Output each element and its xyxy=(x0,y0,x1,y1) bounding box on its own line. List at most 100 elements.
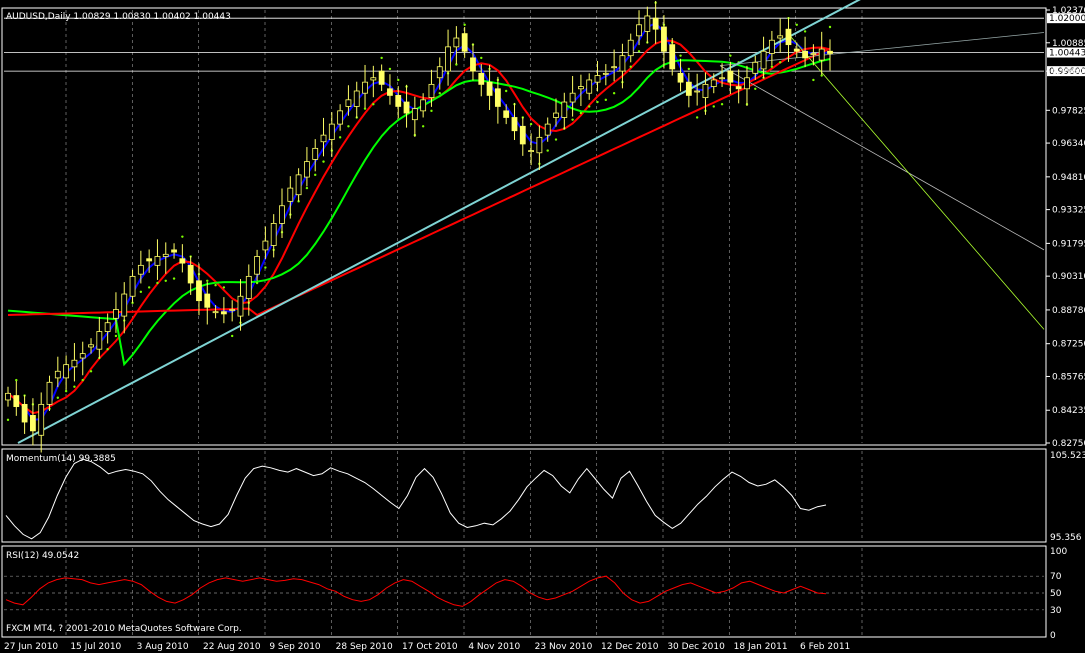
candle-body xyxy=(212,311,219,314)
price-tick-label: 0.85765 xyxy=(1052,372,1085,382)
candle-body xyxy=(611,66,618,69)
symbol-title: AUDUSD,Daily 1.00829 1.00830 1.00402 1.0… xyxy=(6,12,231,22)
psar-dot xyxy=(214,284,217,287)
candle-body xyxy=(370,77,377,81)
candle-body xyxy=(411,108,418,121)
momentum-scale-bottom: 95.356 xyxy=(1050,533,1082,543)
psar-dot xyxy=(687,67,691,71)
candle-body xyxy=(146,258,153,262)
psar-dot xyxy=(164,279,167,282)
candle-body xyxy=(802,50,808,59)
candle-body xyxy=(320,134,327,143)
candle-body xyxy=(503,110,510,118)
price-level-box xyxy=(1047,13,1085,24)
candle-body xyxy=(810,53,817,55)
psar-dot xyxy=(338,136,342,139)
price-tick-label: 0.82750 xyxy=(1052,439,1085,449)
psar-dot xyxy=(64,389,68,393)
candle-body xyxy=(685,81,692,96)
candle-body xyxy=(669,44,676,70)
candle-body xyxy=(54,370,61,379)
psar-dot xyxy=(106,348,109,351)
candle-body xyxy=(793,48,800,52)
time-tick-label: 22 Aug 2010 xyxy=(203,642,261,652)
candle-body xyxy=(561,101,568,118)
rsi-label: RSI(12) 49.0542 xyxy=(6,551,79,561)
time-axis: 27 Jun 2010 15 Jul 2010 3 Aug 2010 22 Aug 2… xyxy=(4,642,850,652)
momentum-frame xyxy=(1,448,1047,543)
psar-dot xyxy=(322,160,325,163)
candle-body xyxy=(536,136,543,154)
psar-dot xyxy=(147,286,151,289)
price-tick-label: 0.97825 xyxy=(1052,106,1085,116)
psar-dot xyxy=(729,54,732,57)
psar-dot xyxy=(314,173,317,177)
rsi-level-label: 30 xyxy=(1050,606,1062,616)
candle-body xyxy=(602,72,609,75)
psar-dot xyxy=(778,61,782,64)
candle-body xyxy=(752,61,759,74)
fan-line-green xyxy=(789,35,1045,330)
candle-body xyxy=(719,77,725,80)
trendline-rising xyxy=(17,0,861,444)
candle-body xyxy=(661,26,667,52)
candle-body xyxy=(387,88,393,96)
candle-body xyxy=(245,275,252,299)
candle-body xyxy=(644,15,651,32)
candle-body xyxy=(578,86,584,90)
candle-body xyxy=(96,331,103,350)
candle-body xyxy=(735,86,742,90)
candle-body xyxy=(428,83,435,99)
candle-body xyxy=(179,258,186,264)
psar-dot xyxy=(222,286,226,289)
candle-body xyxy=(494,88,501,107)
candle-body xyxy=(744,77,750,90)
horizontal-levels: 1.02000 1.00443 0.99600 xyxy=(4,13,1085,77)
candle-body xyxy=(694,90,701,93)
time-tick-label: 12 Dec 2010 xyxy=(601,642,659,652)
psar-dot xyxy=(579,111,583,115)
rsi-frame xyxy=(1,545,1047,638)
ma-fast-line xyxy=(7,22,831,421)
candle-body xyxy=(154,256,161,266)
momentum-line xyxy=(5,458,827,540)
psar-dot xyxy=(770,65,774,68)
candle-body xyxy=(312,147,319,160)
candle-body xyxy=(818,48,825,61)
price-tick-label: 0.91795 xyxy=(1052,239,1085,249)
candle-body xyxy=(378,70,385,85)
main-chart-frame xyxy=(1,7,1047,446)
candle-body xyxy=(569,92,576,103)
candle-body xyxy=(295,174,302,196)
candle-body xyxy=(345,99,352,107)
candle-body xyxy=(528,150,534,152)
candle-body xyxy=(71,359,78,368)
candle-body xyxy=(196,280,202,302)
psar-dot xyxy=(604,98,608,102)
momentum-scale-top: 105.5237 xyxy=(1050,451,1085,461)
candle-body xyxy=(827,50,833,54)
psar-dot xyxy=(588,105,591,108)
price-level-label: 0.99600 xyxy=(1049,67,1085,77)
psar-dot xyxy=(264,266,267,269)
fan-line-mid xyxy=(719,65,1045,251)
candle-body xyxy=(337,110,344,125)
candle-body xyxy=(445,46,451,72)
candle-body xyxy=(204,293,211,308)
psar-dot xyxy=(156,281,159,285)
candle-body xyxy=(328,123,335,140)
time-tick-label: 23 Nov 2010 xyxy=(535,642,593,652)
candle-body xyxy=(486,81,493,96)
psar-dot xyxy=(181,235,184,238)
psar-dot xyxy=(206,279,209,282)
psar-dot xyxy=(172,277,176,280)
psar-dot xyxy=(114,334,118,338)
candle-body xyxy=(777,35,784,39)
psar-dot xyxy=(305,186,309,190)
